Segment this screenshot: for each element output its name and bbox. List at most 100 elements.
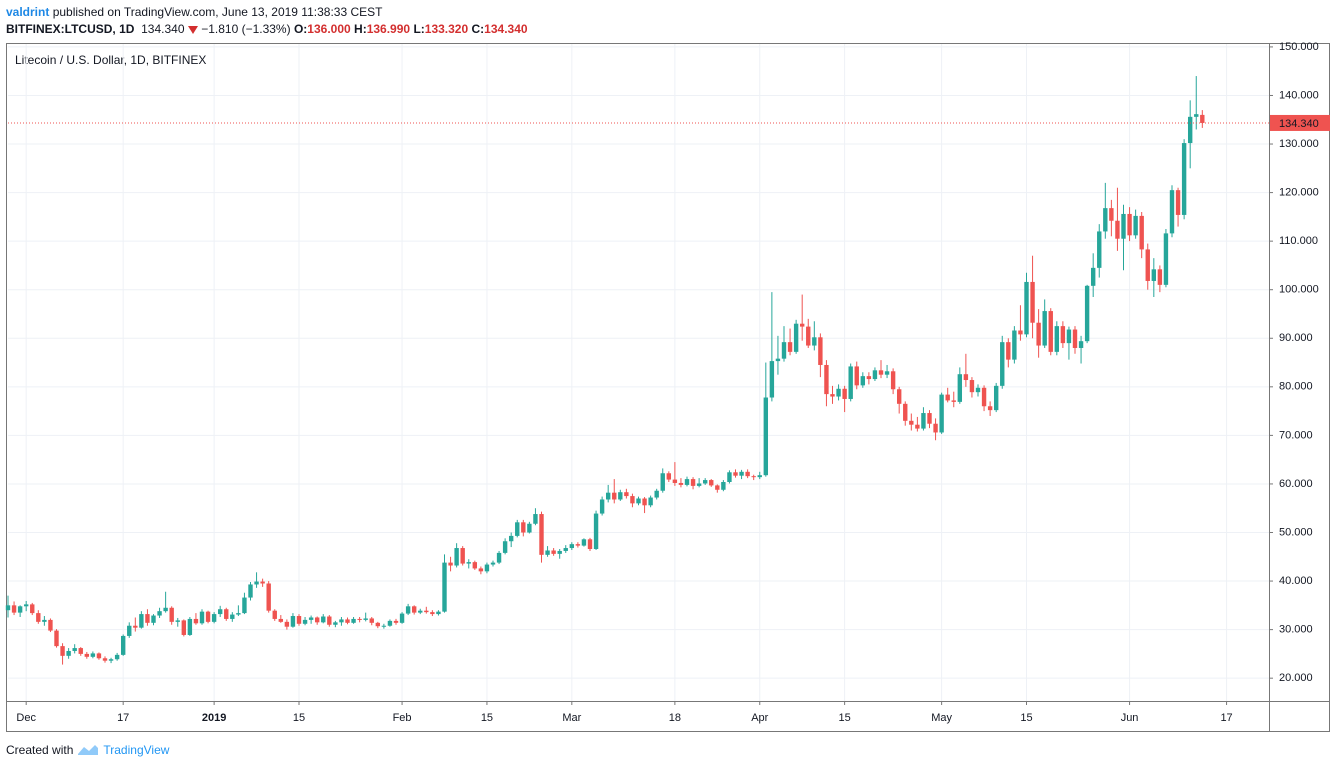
- candle-body: [563, 548, 568, 551]
- candle-body: [466, 562, 471, 564]
- candle-body: [1024, 281, 1029, 335]
- candle-body: [981, 387, 987, 407]
- candle-body: [17, 606, 23, 613]
- x-tick-label: Feb: [393, 712, 412, 724]
- x-tick-label: Mar: [562, 712, 581, 724]
- chart-title: Litecoin / U.S. Dollar, 1D, BITFINEX: [15, 53, 206, 67]
- candle-body: [933, 423, 938, 433]
- candle-body: [1084, 285, 1090, 342]
- candle-body: [963, 374, 969, 381]
- candle-body: [424, 610, 429, 613]
- candle-body: [508, 535, 514, 542]
- candle-body: [824, 364, 829, 395]
- candle-body: [1042, 311, 1047, 346]
- candle-body: [557, 550, 562, 554]
- candle-body: [1060, 326, 1066, 344]
- candle-body: [1200, 114, 1205, 123]
- candle-body: [193, 618, 199, 624]
- candle-body: [224, 609, 229, 619]
- y-tick-label: 110.000: [1279, 235, 1318, 247]
- ohlc-key: L:: [413, 22, 425, 36]
- candle-body: [54, 630, 59, 647]
- candle-body: [648, 497, 653, 506]
- x-tick-label: 15: [1020, 712, 1032, 724]
- candle-body: [284, 621, 290, 627]
- candle-body: [624, 492, 629, 497]
- x-tick-label: Jun: [1121, 712, 1139, 724]
- price-label-box: [1270, 114, 1330, 131]
- candle-body: [551, 550, 556, 554]
- candle-body: [211, 614, 217, 622]
- ohlc-value: 136.990: [366, 22, 411, 36]
- x-tick-label: 15: [839, 712, 851, 724]
- candle-body: [1127, 213, 1132, 236]
- author[interactable]: valdrint: [6, 5, 50, 19]
- candle-body: [42, 619, 47, 622]
- y-tick-label: 20.000: [1279, 672, 1313, 684]
- candle-body: [114, 654, 120, 660]
- candle-body: [381, 625, 387, 627]
- candle-body: [181, 620, 187, 635]
- candle-body: [1030, 281, 1035, 323]
- candle-body: [90, 653, 96, 657]
- candle-body: [84, 653, 90, 657]
- candle-body: [30, 604, 35, 614]
- candle-body: [490, 562, 496, 565]
- candle-body: [636, 498, 641, 504]
- candle-body: [763, 397, 769, 476]
- x-tick-label: 17: [117, 712, 129, 724]
- ohlc-value: 134.340: [484, 22, 528, 36]
- brand[interactable]: TradingView: [103, 743, 170, 757]
- candle-body: [1194, 114, 1199, 117]
- candle-body: [1066, 329, 1072, 344]
- candle-body: [66, 650, 71, 656]
- candle-body: [1115, 220, 1120, 239]
- candle-body: [127, 625, 132, 636]
- price-label: 134.340: [1279, 118, 1319, 130]
- candle-body: [903, 403, 908, 421]
- candle-body: [666, 473, 672, 480]
- candle-body: [187, 618, 193, 635]
- candle-body: [612, 492, 617, 500]
- candle-body: [1175, 190, 1181, 215]
- logo[interactable]: [77, 744, 99, 756]
- candle-body: [254, 581, 259, 585]
- candle-body: [896, 389, 902, 404]
- candle-body: [145, 614, 150, 623]
- candle-body: [472, 562, 478, 569]
- candle-body: [96, 653, 102, 659]
- frame: [6, 43, 1330, 732]
- candle-body: [709, 480, 714, 486]
- candle-body: [260, 581, 265, 584]
- candle-body: [217, 609, 223, 615]
- candle-body: [333, 622, 338, 625]
- candle-body: [478, 568, 484, 572]
- candle-body: [48, 619, 53, 631]
- candle-body: [375, 622, 381, 627]
- candle-body: [78, 648, 83, 654]
- y-tick-label: 80.000: [1279, 381, 1313, 393]
- candle-body: [575, 544, 581, 546]
- candle-body: [842, 388, 847, 399]
- candle-body: [314, 617, 320, 623]
- candle-body: [866, 376, 872, 380]
- candle-body: [436, 611, 441, 615]
- candle-body: [1090, 267, 1096, 286]
- candle-body: [60, 646, 65, 656]
- candle-body: [393, 620, 399, 623]
- ohlc-value: 136.000: [307, 22, 351, 36]
- candle-body: [890, 371, 896, 390]
- candle-body: [915, 424, 920, 429]
- y-tick-label: 100.000: [1279, 284, 1319, 296]
- candle-body: [921, 413, 926, 429]
- candle-body: [672, 479, 678, 483]
- candle-body: [806, 326, 811, 346]
- candle-body: [721, 482, 726, 490]
- candle-body: [969, 380, 975, 393]
- candle-body: [405, 606, 411, 614]
- candle-body: [345, 619, 350, 623]
- candle-body: [321, 616, 326, 623]
- ohlc-key: O:: [293, 22, 308, 36]
- candle-body: [151, 615, 156, 623]
- candle-body: [272, 610, 277, 619]
